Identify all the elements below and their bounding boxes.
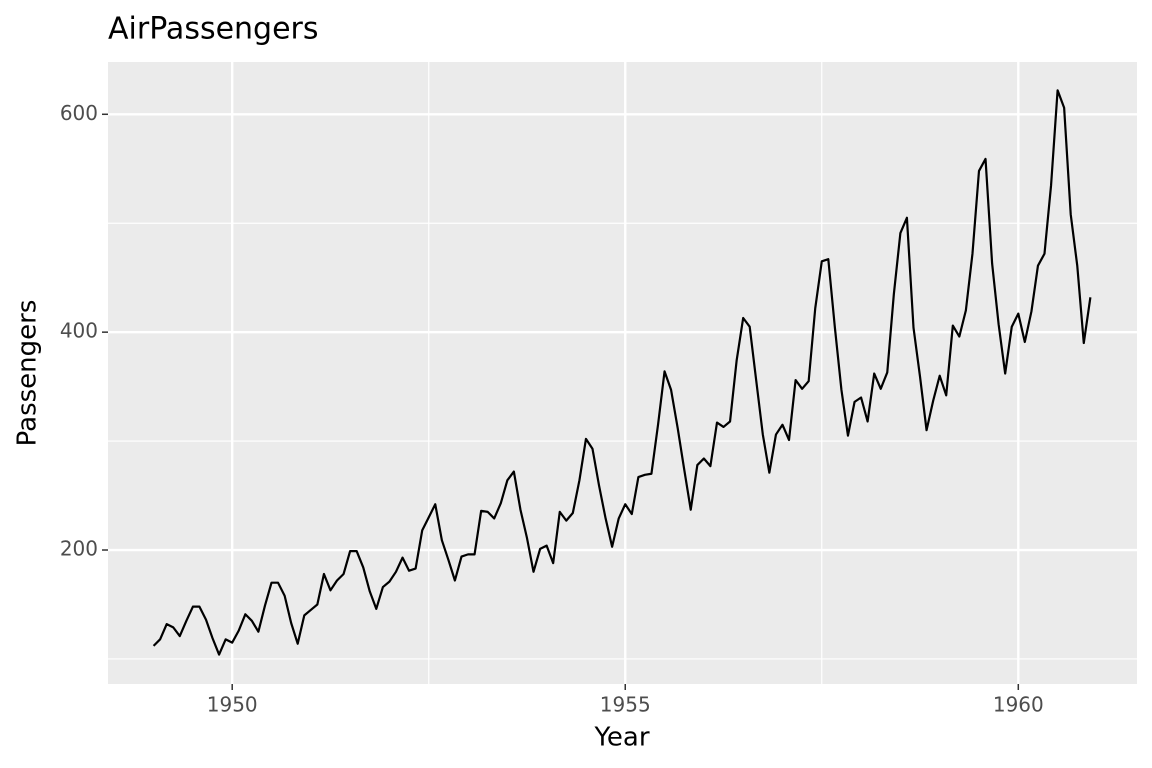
y-tick-label: 400 xyxy=(60,319,98,343)
y-axis-label: Passengers xyxy=(13,300,43,447)
line xyxy=(152,89,1092,656)
x-axis-label: Year xyxy=(593,723,649,753)
chart-title: AirPassengers xyxy=(108,12,319,47)
x-tick-label: 1960 xyxy=(993,693,1044,717)
panel xyxy=(108,62,1137,684)
x-tick-label: 1950 xyxy=(207,693,258,717)
y-tick-label: 600 xyxy=(60,101,98,125)
x-tick-label: 1955 xyxy=(600,693,651,717)
y-tick-label: 200 xyxy=(60,537,98,561)
